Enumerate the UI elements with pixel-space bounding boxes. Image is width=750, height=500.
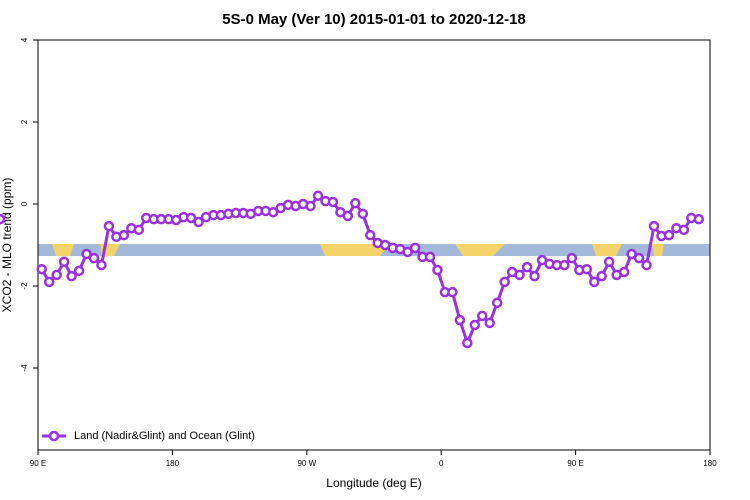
point	[51, 269, 62, 281]
point	[81, 248, 92, 260]
x-tick-label: 180	[703, 459, 717, 468]
point	[58, 256, 70, 268]
series-line	[40, 193, 700, 348]
x-tick-label: 90 E	[567, 459, 583, 468]
point	[365, 229, 376, 241]
plot-frame	[37, 39, 711, 451]
x-tick-label: 90 E	[30, 459, 46, 468]
point	[267, 206, 279, 218]
point	[648, 220, 660, 232]
x-tick-label: 90 W	[297, 459, 316, 468]
point	[327, 196, 339, 208]
y-tick-label: -4	[20, 364, 29, 372]
point	[484, 317, 495, 329]
point	[559, 259, 570, 271]
point	[66, 270, 77, 282]
x-tick-label: 0	[439, 459, 444, 468]
point	[603, 256, 615, 268]
point	[88, 252, 100, 264]
point	[103, 220, 115, 232]
point	[36, 263, 47, 275]
point	[663, 229, 675, 241]
point	[118, 229, 130, 241]
point	[447, 286, 458, 298]
point	[402, 246, 413, 258]
point	[529, 270, 540, 282]
point	[596, 270, 607, 282]
point	[73, 265, 85, 277]
point	[305, 200, 316, 212]
point	[566, 252, 578, 264]
point	[96, 259, 107, 271]
point	[678, 224, 690, 236]
point	[469, 319, 481, 331]
chart-title: 5S-0 May (Ver 10) 2015-01-01 to 2020-12-…	[222, 11, 526, 28]
legend-marker	[48, 430, 60, 442]
point	[409, 242, 421, 254]
point	[626, 248, 637, 260]
point	[193, 216, 204, 228]
y-tick-label: 4	[20, 37, 29, 42]
point	[133, 224, 145, 236]
land-patches	[52, 244, 664, 256]
point	[514, 269, 525, 281]
x-axis-label: Longitude (deg E)	[326, 476, 421, 490]
point	[581, 263, 593, 275]
point	[185, 212, 197, 224]
point	[342, 210, 354, 222]
y-axis-label: XCO2 - MLO trend (ppm)	[0, 178, 14, 313]
point	[693, 213, 705, 225]
point	[618, 266, 630, 278]
point	[0, 213, 6, 225]
point	[424, 251, 436, 263]
point	[633, 252, 645, 264]
point	[454, 314, 466, 326]
y-tick-label: 2	[20, 119, 29, 124]
point	[491, 297, 503, 309]
legend-label: Land (Nadir&Glint) and Ocean (Glint)	[74, 430, 255, 442]
point	[589, 276, 600, 288]
point	[432, 264, 443, 276]
point	[357, 208, 369, 220]
point	[312, 190, 324, 202]
point	[43, 276, 55, 288]
x-tick-label: 180	[166, 459, 180, 468]
y-tick-label: 0	[20, 201, 29, 206]
point	[521, 261, 533, 273]
point	[641, 259, 652, 271]
point	[462, 337, 473, 349]
point	[477, 310, 488, 322]
point	[499, 276, 510, 288]
y-tick-label: -2	[20, 282, 29, 290]
point	[350, 197, 361, 209]
land-ocean-strip	[38, 244, 710, 256]
